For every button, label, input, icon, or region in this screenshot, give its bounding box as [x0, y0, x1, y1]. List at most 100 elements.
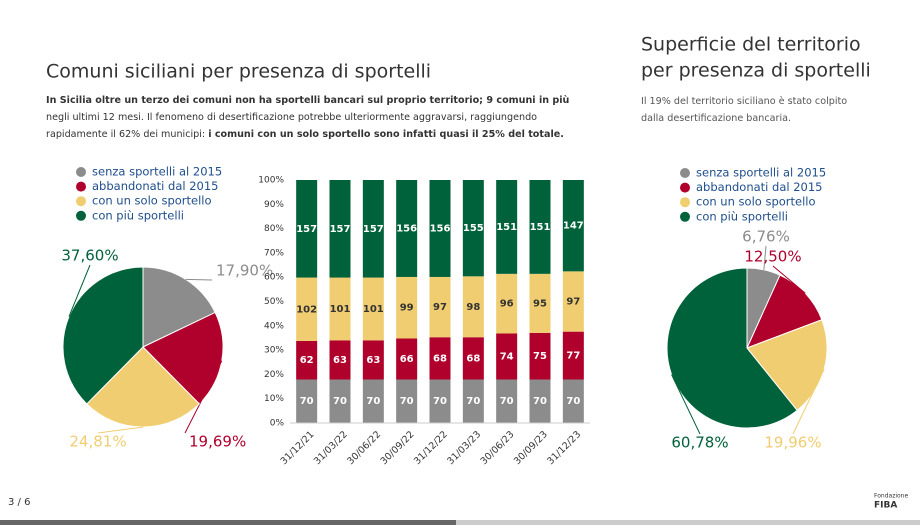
legend-dot — [680, 197, 690, 208]
data-label: 70 — [433, 396, 447, 407]
y-tick-label: 30% — [264, 346, 284, 356]
x-tick-label: 31/12/21 — [279, 429, 317, 467]
data-label: 6,76% — [742, 228, 790, 246]
bar-segment — [362, 277, 384, 341]
data-label: 156 — [430, 223, 451, 234]
x-tick-label: 30/09/23 — [512, 429, 550, 467]
leader-line — [185, 278, 213, 281]
leader-line — [772, 265, 806, 294]
legend-label: senza sportelli al 2015 — [696, 166, 826, 180]
leader-line — [763, 245, 767, 270]
data-label: 101 — [363, 304, 384, 315]
chart-title: Comuni siciliani per presenza di sportel… — [46, 61, 431, 83]
leader-line — [184, 360, 223, 434]
data-label: 98 — [466, 302, 480, 313]
legend-label: abbandonati dal 2015 — [696, 180, 822, 194]
y-tick-label: 90% — [264, 200, 284, 210]
data-label: 151 — [496, 222, 517, 233]
legend-dot — [680, 168, 690, 178]
data-label: 68 — [466, 353, 480, 364]
bar-segment — [396, 338, 418, 380]
data-label: 70 — [300, 396, 314, 407]
y-tick-label: 0% — [270, 419, 285, 429]
bar-segment — [362, 180, 384, 278]
legend-label: con più sportelli — [92, 208, 184, 222]
data-label: 97 — [566, 297, 580, 308]
bar-segment — [562, 180, 584, 272]
leader-line — [97, 426, 144, 434]
data-label: 156 — [396, 223, 417, 234]
bar-segment — [329, 340, 351, 380]
bar-segment — [296, 277, 318, 341]
x-tick-label: 31/03/23 — [445, 429, 483, 467]
data-label: 95 — [533, 298, 547, 309]
legend-label: abbandonati dal 2015 — [92, 179, 218, 193]
data-label: 62 — [300, 355, 314, 366]
progress-rest — [456, 520, 920, 525]
bar-segment — [462, 337, 484, 380]
data-label: 157 — [330, 224, 351, 235]
bar-segment — [329, 180, 351, 278]
y-tick-label: 100% — [258, 176, 284, 186]
y-tick-label: 10% — [264, 394, 284, 404]
data-label: 75 — [533, 351, 547, 362]
leader-line — [792, 368, 825, 435]
subtitle: In Sicilia oltre un terzo dei comuni non… — [46, 92, 576, 143]
leader-line — [68, 264, 91, 317]
bar-segment — [362, 379, 384, 423]
y-tick-label: 60% — [264, 273, 284, 283]
data-label: 17,90% — [216, 262, 273, 280]
data-label: 70 — [333, 396, 347, 407]
legend-label: con più sportelli — [696, 209, 788, 223]
bar-segment — [562, 331, 584, 380]
bar-segment — [429, 337, 451, 380]
y-tick-label: 20% — [264, 370, 284, 380]
y-tick-label: 70% — [264, 248, 284, 258]
data-label: 37,60% — [61, 247, 118, 265]
bar-segment — [396, 276, 418, 339]
x-tick-label: 31/12/22 — [412, 429, 450, 467]
bar-segment — [296, 340, 318, 380]
data-label: 63 — [366, 355, 380, 366]
data-label: 70 — [500, 396, 514, 407]
y-tick-label: 50% — [264, 297, 284, 307]
legend-dot — [680, 182, 690, 193]
legend-dot — [76, 181, 86, 192]
data-label: 102 — [296, 304, 317, 315]
logo-small: Fondazione — [874, 493, 908, 500]
data-label: 97 — [433, 302, 447, 313]
x-tick-label: 30/06/22 — [345, 429, 383, 467]
bar-segment — [562, 379, 584, 423]
x-tick-label: 30/09/22 — [379, 429, 417, 467]
data-label: 147 — [563, 221, 584, 232]
pie-slice — [86, 346, 200, 428]
chart-title: per presenza di sportelli — [641, 60, 871, 82]
legend-label: con un solo sportello — [92, 194, 212, 208]
bar-segment — [496, 333, 518, 380]
bar-segment — [329, 379, 351, 423]
data-label: 68 — [433, 353, 447, 364]
legend-dot — [76, 196, 86, 207]
progress-done — [0, 520, 456, 525]
x-tick-label: 30/06/23 — [479, 429, 517, 467]
bar-segment — [329, 277, 351, 341]
bar-segment — [396, 180, 418, 277]
data-label: 77 — [566, 351, 580, 362]
legend-dot — [76, 210, 86, 221]
bar-segment — [429, 276, 451, 338]
data-label: 157 — [363, 224, 384, 235]
subtitle-run: negli ultimi 12 mesi. Il fenomeno di des… — [46, 112, 538, 140]
bar-segment — [396, 379, 418, 423]
legend-dot — [680, 211, 690, 222]
bar-segment — [529, 379, 551, 423]
subtitle-run: i comuni con un solo sportello sono infa… — [208, 129, 564, 140]
bar-segment — [429, 180, 451, 277]
data-label: 12,50% — [744, 248, 801, 266]
bar-segment — [496, 379, 518, 423]
pie-slice — [142, 266, 216, 348]
data-label: 70 — [466, 396, 480, 407]
data-label: 70 — [566, 396, 580, 407]
bar-segment — [429, 379, 451, 423]
